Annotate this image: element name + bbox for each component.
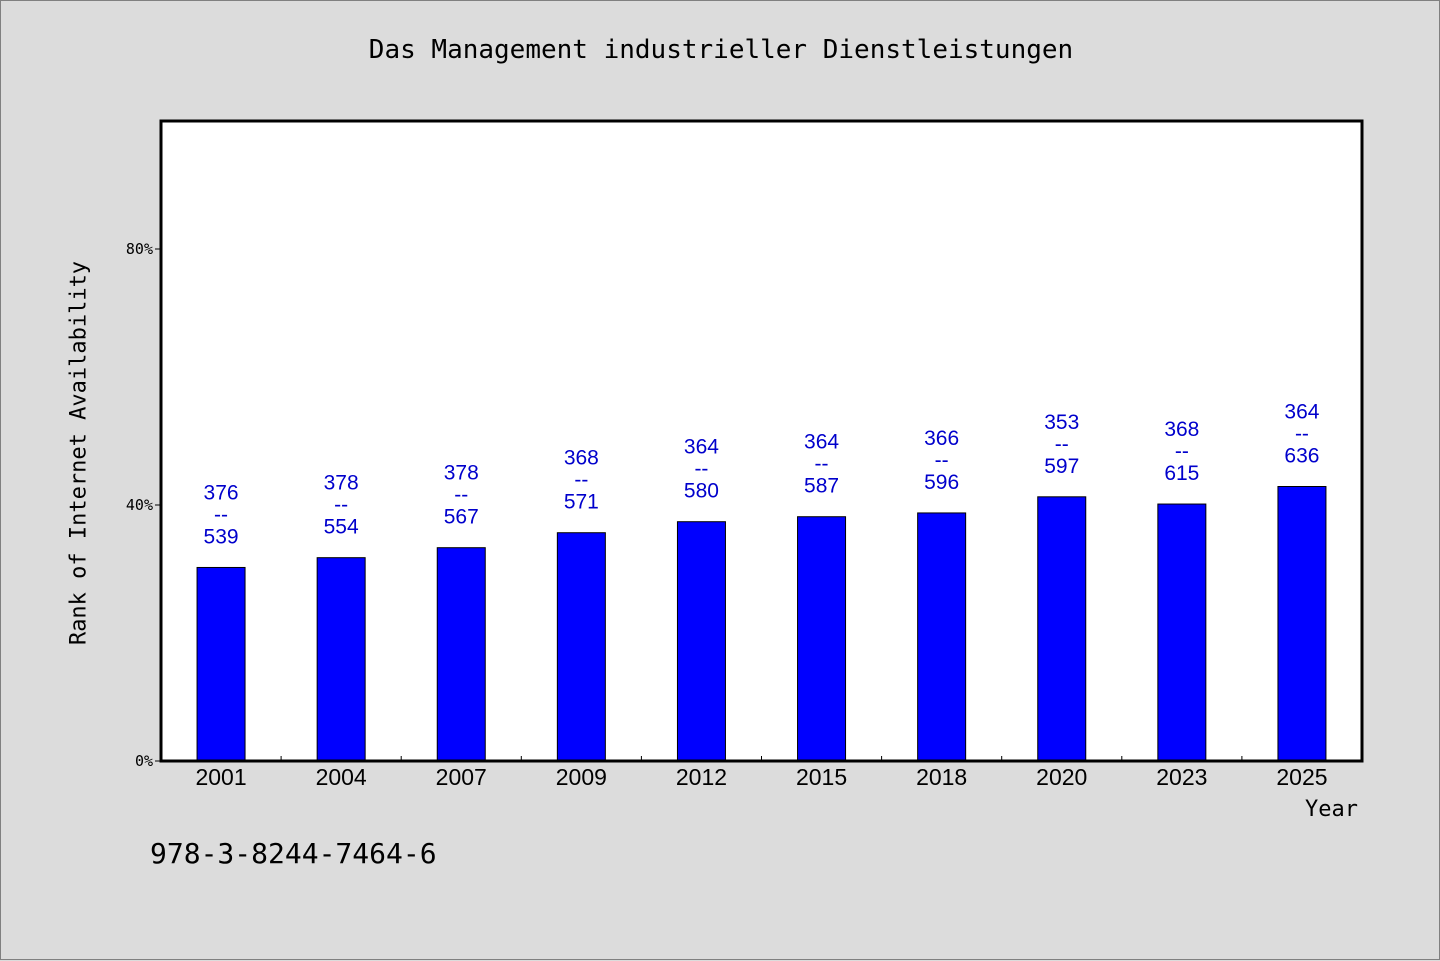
data-label-top: 378 [324,472,359,495]
bar [797,516,847,762]
data-label-separator: -- [1295,423,1309,446]
data-label-separator: -- [935,449,949,472]
bar [1037,496,1087,762]
data-label-bottom: 597 [1044,455,1079,478]
footer-code: 978-3-8244-7464-6 [150,837,437,870]
data-label-separator: -- [334,494,348,517]
data-label-separator: -- [574,469,588,492]
x-tick-label: 2009 [556,764,607,790]
x-tick-label: 2025 [1276,764,1327,790]
data-label-separator: -- [1175,440,1189,463]
data-label-top: 353 [1044,411,1079,434]
x-tick-label: 2023 [1156,764,1207,790]
x-tick-label: 2015 [796,764,847,790]
data-label-separator: -- [694,458,708,481]
data-label-bottom: 554 [324,516,359,539]
x-tick-label: 2012 [676,764,727,790]
bar [1157,503,1207,762]
bar [196,566,246,762]
chart-title: Das Management industrieller Dienstleist… [368,35,1074,65]
bar [556,532,606,762]
data-label-top: 368 [1164,418,1199,441]
data-label-bottom: 571 [564,491,599,514]
y-tick-label: 40% [126,496,153,514]
x-axis-label: Year [1305,797,1358,822]
x-tick-label: 2001 [195,764,246,790]
y-tick-label: 0% [135,752,153,770]
data-label-bottom: 539 [204,525,239,548]
bar [676,521,726,762]
plot-border [159,119,1364,763]
x-tick-label: 2020 [1036,764,1087,790]
data-label-bottom: 636 [1284,445,1319,468]
data-label-top: 378 [444,462,479,485]
x-tick-label: 2007 [436,764,487,790]
bar [316,557,366,762]
data-label-separator: -- [214,503,228,526]
bar [917,512,967,762]
data-label-top: 364 [684,436,719,459]
data-label-top: 368 [564,447,599,470]
bar [1277,486,1327,762]
data-label-top: 366 [924,427,959,450]
data-label-bottom: 567 [444,506,479,529]
data-label-separator: -- [815,453,829,476]
data-label-separator: -- [454,484,468,507]
data-label-top: 364 [804,431,839,454]
data-label-top: 364 [1284,401,1319,424]
x-tick-label: 2018 [916,764,967,790]
data-label-bottom: 587 [804,475,839,498]
data-label-bottom: 580 [684,480,719,503]
data-label-top: 376 [204,481,239,504]
y-tick-label: 80% [126,240,153,258]
data-label-separator: -- [1055,433,1069,456]
bar [436,547,486,762]
data-label-bottom: 596 [924,471,959,494]
data-label-bottom: 615 [1164,462,1199,485]
x-tick-label: 2004 [316,764,367,790]
